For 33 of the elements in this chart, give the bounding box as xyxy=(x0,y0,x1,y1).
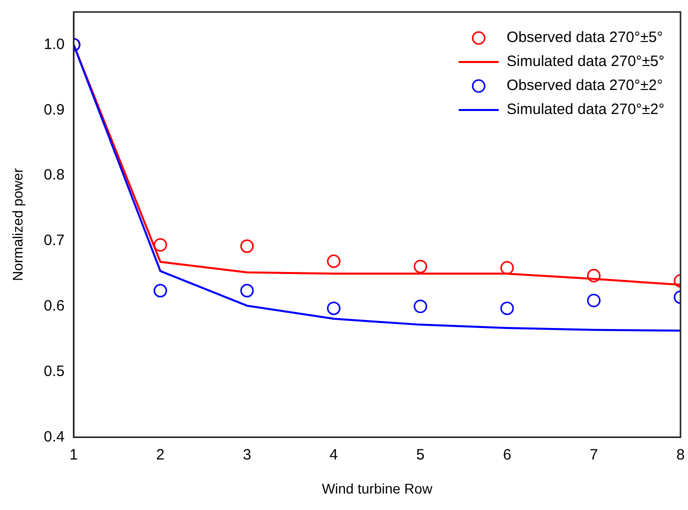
y-tick-label: 0.7 xyxy=(44,232,65,250)
y-tick-label: 0.9 xyxy=(44,101,65,118)
x-tick-label: 6 xyxy=(502,446,512,464)
point xyxy=(500,261,514,275)
point xyxy=(154,238,168,252)
point xyxy=(500,302,514,316)
legend-label: Simulated data 270°±2° xyxy=(506,101,665,118)
x-tick-label: 5 xyxy=(416,446,425,464)
legend-label: Observed data 270°±2° xyxy=(506,77,663,94)
point xyxy=(587,268,601,282)
x-tick-label: 3 xyxy=(242,446,252,464)
x-tick-label: 4 xyxy=(330,446,338,464)
point xyxy=(414,300,428,314)
legend-label: Simulated data 270°±5° xyxy=(506,53,665,70)
point xyxy=(326,302,340,316)
point xyxy=(154,284,168,298)
y-tick-label: 0.4 xyxy=(44,428,65,446)
point xyxy=(326,254,340,268)
x-tick-label: 1 xyxy=(69,446,78,464)
y-tick-label: 0.5 xyxy=(44,362,65,380)
y-tick-label: 1.0 xyxy=(44,36,65,53)
point xyxy=(587,294,601,308)
point xyxy=(414,260,428,274)
x-tick-label: 7 xyxy=(590,446,598,464)
x-tick-label: 8 xyxy=(676,446,685,464)
y-tick-label: 0.6 xyxy=(44,298,65,315)
x-axis-title: Wind turbine Row xyxy=(322,480,434,496)
y-tick-label: 0.8 xyxy=(44,166,65,184)
point xyxy=(240,239,254,253)
legend-label: Observed data 270°±5° xyxy=(506,29,663,46)
x-tick-label: 2 xyxy=(156,446,165,464)
point xyxy=(240,284,254,298)
y-axis-title: Normalized power xyxy=(9,168,26,282)
